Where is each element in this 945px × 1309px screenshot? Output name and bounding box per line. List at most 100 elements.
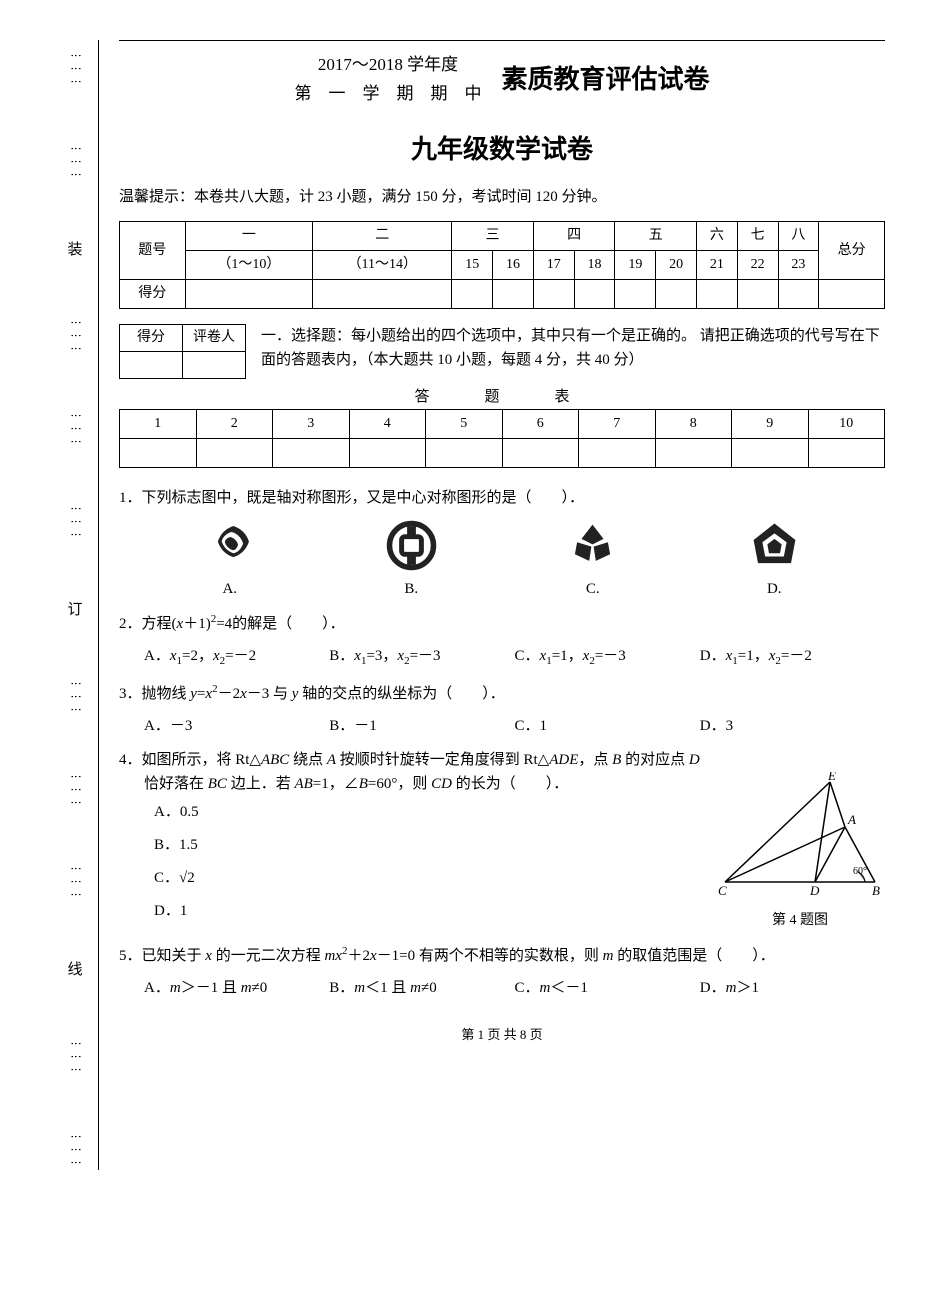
th-num: 题号	[120, 222, 186, 280]
q3-options: A．－3 B．－1 C．1 D．3	[144, 714, 885, 738]
th-8: 八	[778, 222, 819, 251]
svg-text:E: E	[827, 772, 836, 783]
q4-opt-a: A．0.5	[154, 796, 705, 829]
q4-opt-c: C．√2	[154, 862, 705, 895]
q4-fig-caption: 第 4 题图	[715, 910, 885, 932]
year-line: 2017～2018 学年度	[294, 51, 481, 80]
q2-opt-a: A．x1=2，x2=－2	[144, 644, 329, 671]
th-6: 六	[696, 222, 737, 251]
binding-margin: ⋮⋮⋮ ⋮⋮⋮ 装 ⋮⋮⋮ ⋮⋮⋮ ⋮⋮⋮ 订 ⋮⋮⋮ ⋮⋮⋮ ⋮⋮⋮ 线 ⋮⋮…	[60, 40, 99, 1170]
th-1: 一	[185, 222, 313, 251]
r2-6: 18	[574, 251, 615, 280]
q3-opt-d: D．3	[700, 714, 885, 738]
q2-opt-d: D．x1=1，x2=－2	[700, 644, 885, 671]
page-footer: 第 1 页 共 8 页	[119, 1025, 885, 1046]
th-2: 二	[313, 222, 452, 251]
bank-of-china-icon	[384, 518, 439, 573]
q4-text-block: 恰好落在 BC 边上．若 AB=1，∠B=60°，则 CD 的长为（ ）． A．…	[119, 772, 705, 928]
triangle-diagram-icon: E A C D B 60°	[715, 772, 885, 902]
q4-line1: 4．如图所示，将 Rt△ABC 绕点 A 按顺时针旋转一定角度得到 Rt△ADE…	[119, 748, 885, 772]
semester-line: 第 一 学 期 期 中	[294, 80, 481, 109]
section-1-instructions: 一．选择题：每小题给出的四个选项中，其中只有一个是正确的。 请把正确选项的代号写…	[261, 324, 885, 372]
svg-text:C: C	[718, 883, 727, 898]
q2-opt-b: B．x1=3，x2=－3	[329, 644, 514, 671]
q5-opt-a: A．m＞－1 且 m≠0	[144, 976, 329, 1000]
q4-opt-b: B．1.5	[154, 829, 705, 862]
question-2: 2．方程(x＋1)2=4的解是（ ）． A．x1=2，x2=－2 B．x1=3，…	[119, 611, 885, 671]
svg-text:D: D	[809, 883, 820, 898]
ans-h-3: 3	[273, 410, 350, 439]
section-1-row: 得分 评卷人 一．选择题：每小题给出的四个选项中，其中只有一个是正确的。 请把正…	[119, 324, 885, 379]
r2-10: 22	[737, 251, 778, 280]
q5-opt-d: D．m＞1	[700, 976, 885, 1000]
binding-dots: ⋮⋮⋮	[68, 50, 81, 89]
q3-opt-c: C．1	[515, 714, 700, 738]
q4-figure: E A C D B 60° 第 4 题图	[715, 772, 885, 933]
ans-h-5: 5	[426, 410, 503, 439]
q4-options: A．0.5 B．1.5 C．√2 D．1	[154, 796, 705, 928]
q1-logos: A. B. C.	[139, 518, 865, 601]
binding-char-1: 装	[67, 238, 82, 262]
ans-h-2: 2	[196, 410, 273, 439]
r2-5: 17	[533, 251, 574, 280]
binding-char-3: 线	[67, 958, 82, 982]
svg-text:B: B	[872, 883, 880, 898]
r2-2: （11～14）	[313, 251, 452, 280]
svg-text:60°: 60°	[853, 866, 867, 877]
th-4: 四	[533, 222, 615, 251]
q1-label-b: B.	[404, 581, 418, 597]
binding-char-2: 订	[67, 598, 82, 622]
ans-h-1: 1	[120, 410, 197, 439]
header-right: 素质教育评估试卷	[501, 59, 709, 101]
r2-9: 21	[696, 251, 737, 280]
r2-11: 23	[778, 251, 819, 280]
ccb-icon	[747, 518, 802, 573]
ans-h-8: 8	[655, 410, 732, 439]
q5-options: A．m＞－1 且 m≠0 B．m＜1 且 m≠0 C．m＜－1 D．m＞1	[144, 976, 885, 1000]
q3-opt-b: B．－1	[329, 714, 514, 738]
r2-3: 15	[452, 251, 493, 280]
question-5: 5．已知关于 x 的一元二次方程 mx2＋2x－1=0 有两个不相等的实数根，则…	[119, 943, 885, 1000]
th-5: 五	[615, 222, 697, 251]
score-box: 得分 评卷人	[119, 324, 246, 379]
q1-label-a: A.	[222, 581, 237, 597]
ans-h-4: 4	[349, 410, 426, 439]
r2-7: 19	[615, 251, 656, 280]
q4-opt-d: D．1	[154, 895, 705, 928]
th-3: 三	[452, 222, 534, 251]
scorebox-h2: 评卷人	[183, 325, 246, 352]
question-1: 1．下列标志图中，既是轴对称图形，又是中心对称图形的是（ ）． A.	[119, 486, 885, 601]
scorebox-h1: 得分	[120, 325, 183, 352]
q1-logo-a: A.	[139, 518, 321, 601]
q4-line2: 恰好落在 BC 边上．若 AB=1，∠B=60°，则 CD 的长为（ ）．	[144, 772, 705, 796]
china-mobile-icon	[202, 518, 257, 573]
ans-h-7: 7	[579, 410, 656, 439]
header: 2017～2018 学年度 第 一 学 期 期 中 素质教育评估试卷	[119, 40, 885, 109]
q2-opt-c: C．x1=1，x2=－3	[515, 644, 700, 671]
notice: 温馨提示：本卷共八大题，计 23 小题，满分 150 分，考试时间 120 分钟…	[119, 185, 885, 209]
q5-text: 5．已知关于 x 的一元二次方程 mx2＋2x－1=0 有两个不相等的实数根，则…	[119, 948, 775, 964]
q2-suffix: 的解是（ ）．	[232, 616, 345, 632]
q1-label-c: C.	[586, 581, 600, 597]
score-summary-table: 题号 一 二 三 四 五 六 七 八 总分 （1～10） （11～14） 15 …	[119, 221, 885, 309]
header-left: 2017～2018 学年度 第 一 学 期 期 中	[294, 51, 481, 109]
th-total: 总分	[819, 222, 885, 280]
r3-label: 得分	[120, 280, 186, 309]
q2-formula: (x＋1)2=4	[172, 616, 233, 632]
q2-options: A．x1=2，x2=－2 B．x1=3，x2=－3 C．x1=1，x2=－3 D…	[144, 644, 885, 671]
answer-table: 1 2 3 4 5 6 7 8 9 10	[119, 409, 885, 468]
ans-h-10: 10	[808, 410, 885, 439]
q1-logo-c: C.	[502, 518, 684, 601]
q3-text: 3．抛物线 y=x2－2x－3 与 y 轴的交点的纵坐标为（ ）．	[119, 686, 505, 702]
th-7: 七	[737, 222, 778, 251]
ans-h-6: 6	[502, 410, 579, 439]
q2-prefix: 2．方程	[119, 616, 172, 632]
question-4: 4．如图所示，将 Rt△ABC 绕点 A 按顺时针旋转一定角度得到 Rt△ADE…	[119, 748, 885, 933]
page-content: 2017～2018 学年度 第 一 学 期 期 中 素质教育评估试卷 九年级数学…	[114, 40, 885, 1170]
page-title: 九年级数学试卷	[119, 129, 885, 171]
question-3: 3．抛物线 y=x2－2x－3 与 y 轴的交点的纵坐标为（ ）． A．－3 B…	[119, 681, 885, 738]
q1-label-d: D.	[767, 581, 782, 597]
q1-logo-b: B.	[321, 518, 503, 601]
q3-opt-a: A．－3	[144, 714, 329, 738]
r2-8: 20	[656, 251, 697, 280]
